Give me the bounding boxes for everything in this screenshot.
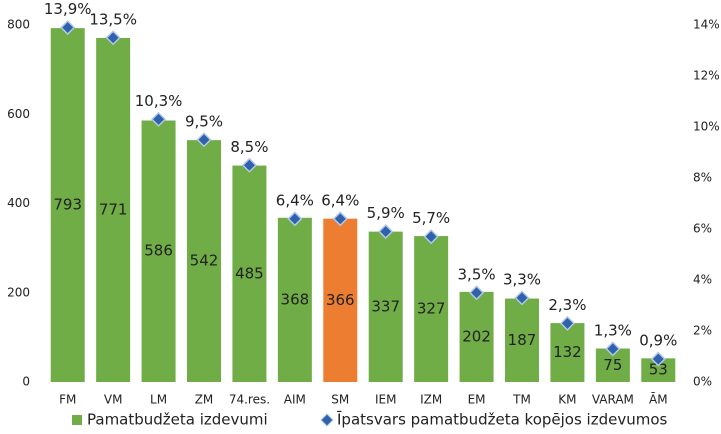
data-label: 53 (649, 361, 668, 379)
x-tick-label: EM (468, 393, 486, 407)
y-tick-label: 400 (7, 196, 30, 210)
y2-tick-label: 10% (693, 120, 720, 134)
marker (469, 285, 485, 301)
data-label: 327 (417, 300, 446, 318)
data-label: 2,3% (548, 296, 586, 314)
data-label: 6,4% (321, 191, 359, 209)
data-label: 3,5% (458, 265, 496, 283)
legend-label: Pamatbudžeta izdevumi (87, 411, 268, 429)
bar (505, 298, 539, 382)
bar (641, 358, 676, 382)
y2-tick-label: 0% (693, 375, 712, 389)
bar (414, 236, 449, 382)
bar (277, 217, 312, 382)
bar (141, 120, 176, 382)
bar (459, 291, 494, 382)
marker (105, 30, 121, 46)
data-label: 1,3% (594, 321, 632, 339)
x-tick-label: VARAM (592, 393, 634, 407)
marker (378, 223, 394, 240)
data-label: 9,5% (185, 112, 223, 130)
marker (60, 19, 76, 36)
data-label: 202 (462, 327, 491, 345)
x-tick-label: VM (104, 393, 123, 407)
data-label: 0,9% (639, 332, 677, 350)
marker (423, 229, 439, 245)
marker (196, 132, 212, 148)
marker (514, 290, 530, 306)
x-tick-label: ZM (195, 393, 214, 407)
data-label: 6,4% (276, 191, 314, 209)
bar (368, 231, 403, 382)
marker (605, 341, 621, 357)
y-tick-label: 800 (7, 18, 30, 32)
y-tick-label: 0 (22, 375, 30, 389)
marker (332, 211, 348, 227)
y-tick-label: 200 (7, 285, 30, 299)
bar (550, 323, 585, 382)
y2-tick-label: 6% (693, 222, 712, 236)
y2-tick-label: 2% (693, 324, 712, 338)
data-label: 3,3% (503, 270, 541, 288)
data-label: 132 (553, 343, 582, 361)
x-tick-label: SM (331, 393, 349, 407)
x-tick-label: KM (558, 393, 576, 407)
x-tick-label: IZM (420, 393, 442, 407)
legend-marker (320, 413, 334, 427)
data-label: 8,5% (230, 138, 268, 156)
x-tick-label: ĀM (649, 393, 668, 407)
legend-swatch (72, 415, 82, 425)
data-label: 5,9% (367, 204, 405, 222)
bar (96, 37, 131, 382)
y2-tick-label: 8% (693, 171, 712, 185)
data-label: 5,7% (412, 209, 450, 227)
x-tick-label: LM (150, 393, 167, 407)
data-label: 771 (99, 200, 128, 218)
data-label: 368 (281, 290, 310, 308)
y2-tick-label: 14% (693, 18, 720, 32)
legend-label: Īpatsvars pamatbudžeta kopējos izdevumos (337, 411, 668, 429)
y2-tick-label: 4% (693, 273, 712, 287)
data-label: 366 (326, 291, 355, 309)
bar (50, 28, 85, 383)
x-tick-label: FM (59, 393, 76, 407)
y-tick-label: 600 (7, 107, 30, 121)
y2-tick-label: 12% (693, 69, 720, 83)
marker (151, 111, 167, 127)
x-tick-label: TM (512, 393, 531, 407)
data-label: 793 (53, 196, 82, 214)
x-tick-label: IEM (375, 393, 396, 407)
marker (241, 157, 257, 173)
data-label: 10,3% (135, 92, 183, 110)
bar (187, 140, 221, 382)
data-label: 13,5% (89, 10, 137, 28)
marker (650, 351, 666, 367)
data-label: 187 (508, 331, 537, 349)
marker (559, 315, 575, 331)
marker (287, 211, 303, 227)
x-tick-label: 74.res. (229, 393, 270, 407)
data-label: 586 (144, 242, 173, 260)
bar (232, 165, 267, 382)
bar (323, 218, 358, 382)
data-label: 75 (603, 356, 622, 374)
data-label: 337 (371, 297, 400, 315)
x-tick-label: AIM (284, 393, 306, 407)
data-label: 485 (235, 264, 264, 282)
data-label: 13,9% (44, 0, 92, 18)
data-label: 542 (190, 252, 219, 270)
